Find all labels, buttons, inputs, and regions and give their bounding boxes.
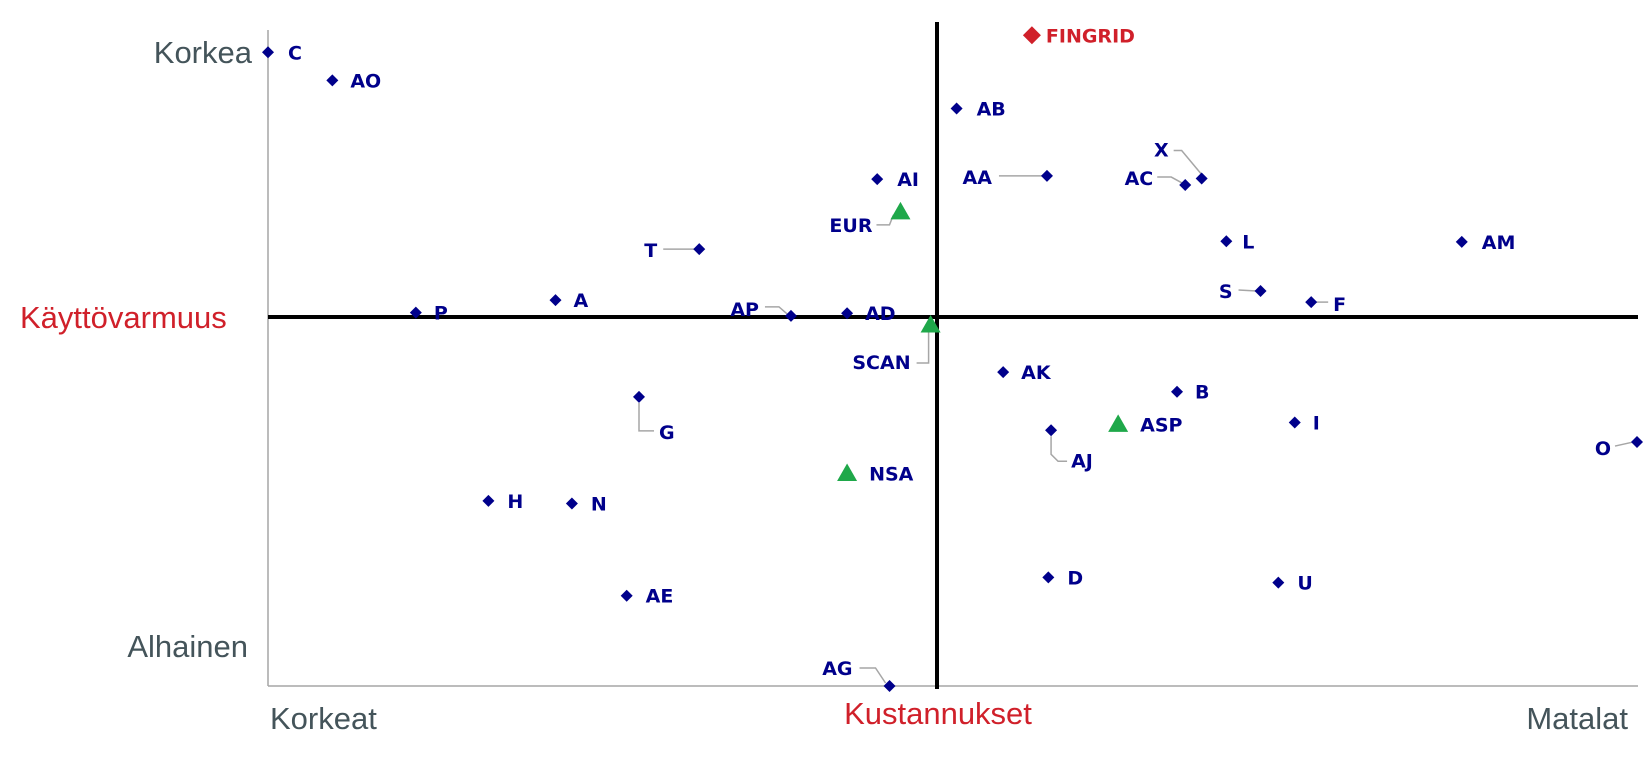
point-label-d: D [1067,567,1083,589]
point-label-asp: ASP [1140,414,1182,436]
point-label-ad: AD [865,303,895,325]
point-marker-a [549,294,562,307]
point-marker-eur [890,201,911,220]
y-max-label: Korkea [154,35,253,70]
point-marker-am [1455,235,1468,248]
point-marker-ak [997,366,1010,379]
point-marker-aj [1045,424,1058,437]
point-label-c: C [288,42,302,64]
point-marker-n [565,497,578,510]
y-min-label: Alhainen [127,629,248,664]
point-label-t: T [644,240,657,262]
point-marker-h [482,494,495,507]
point-marker-o [1631,436,1643,449]
point-marker-scan [920,314,941,333]
x-min-label: Korkeat [270,701,377,736]
point-label-x: X [1154,139,1169,161]
point-label-aa: AA [963,167,993,189]
leader-line-o [1614,441,1634,447]
point-marker-l [1220,235,1233,248]
point-marker-s [1254,284,1267,297]
point-marker-i [1288,416,1301,429]
point-label-ao: AO [350,70,381,92]
point-marker-ac [1179,179,1192,192]
leader-line-aj [1050,436,1068,463]
point-marker-p [409,306,422,319]
point-marker-nsa [837,463,858,481]
point-label-p: P [434,303,448,325]
point-label-u: U [1297,573,1312,595]
point-marker-ap [784,309,797,322]
leader-line-ap [764,306,788,315]
point-label-fingrid: FINGRID [1046,25,1135,47]
y-axis-label: Käyttövarmuus [20,300,227,335]
point-label-s: S [1219,281,1233,303]
point-marker-ad [841,307,854,320]
point-label-l: L [1242,231,1254,253]
point-marker-f [1305,296,1318,309]
point-label-ai: AI [897,169,919,191]
point-marker-d [1042,571,1055,584]
point-marker-u [1272,576,1285,589]
point-label-ap: AP [730,299,759,321]
point-label-ak: AK [1021,362,1052,384]
point-label-f: F [1333,294,1346,316]
point-label-ab: AB [977,99,1006,121]
point-label-o: O [1595,438,1611,460]
leader-line-g [638,402,654,432]
point-marker-x [1195,172,1208,185]
point-label-aj: AJ [1071,450,1093,472]
leader-line-scan [916,331,930,364]
leader-line-s [1238,289,1257,292]
point-marker-ae [620,589,633,602]
point-label-eur: EUR [829,215,872,237]
point-label-nsa: NSA [869,463,914,485]
point-label-n: N [591,494,607,516]
point-marker-ag [883,680,896,692]
point-marker-ai [871,173,884,186]
point-label-ag: AG [822,658,852,680]
point-marker-b [1171,385,1184,398]
point-marker-fingrid [1022,26,1041,45]
x-axis-label: Kustannukset [844,696,1032,731]
point-label-b: B [1195,382,1209,404]
point-marker-asp [1108,414,1129,432]
point-label-ac: AC [1125,168,1154,190]
point-marker-aa [1040,169,1053,182]
point-marker-t [693,243,706,256]
point-label-scan: SCAN [852,352,910,374]
point-label-ae: AE [646,586,674,608]
point-marker-g [632,390,645,403]
leader-line-ac [1157,176,1183,184]
x-max-label: Matalat [1526,701,1628,736]
point-marker-c [262,46,274,59]
point-label-h: H [507,491,523,513]
point-label-i: I [1313,412,1320,434]
point-label-g: G [659,422,675,444]
point-marker-ao [326,74,339,87]
leader-line-x [1173,149,1203,175]
leader-line-eur [876,214,895,226]
leader-line-ag [859,667,887,684]
point-marker-ab [950,102,963,115]
point-label-a: A [573,290,588,312]
point-label-am: AM [1482,232,1516,254]
